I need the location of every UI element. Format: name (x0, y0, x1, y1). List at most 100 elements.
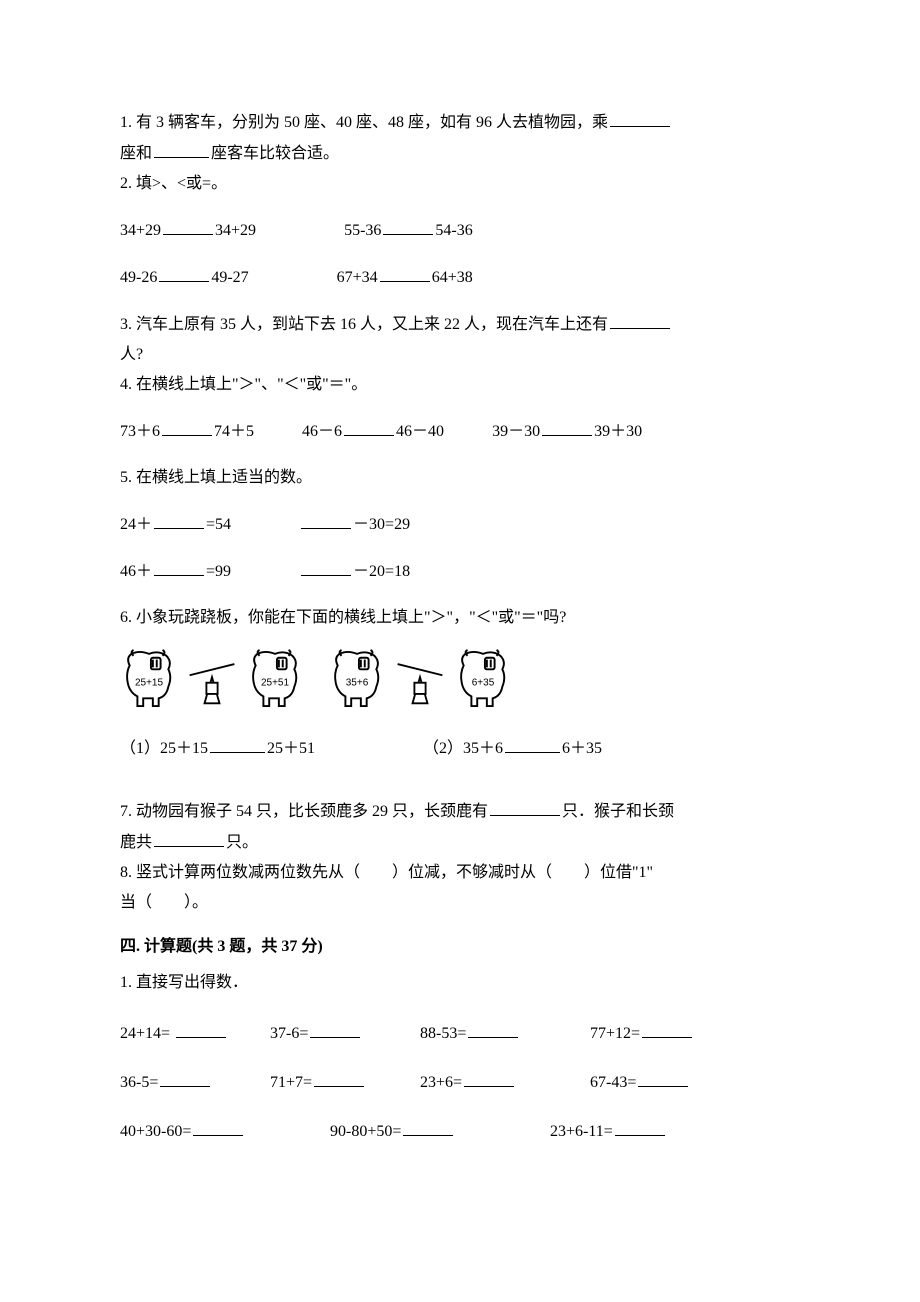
q3-line2: 人? (120, 343, 800, 367)
q1-line2: 座和 座客车比较合适。 (120, 141, 800, 166)
q6-p1-label: （1）25＋15 (120, 740, 208, 757)
q5-title: 5. 在横线上填上适当的数。 (120, 466, 800, 490)
q4-title: 4. 在横线上填上"＞"、"＜"或"＝"。 (120, 373, 800, 397)
q7-prefix: 7. 动物园有猴子 54 只，比长颈鹿多 29 只，长颈鹿有 (120, 803, 488, 820)
calc-r2a: 36-5= (120, 1071, 158, 1095)
elephant-3-expr: 35+6 (346, 675, 369, 690)
elephant-icon-4: 6+35 (454, 648, 512, 710)
calc-r1a: 24+14= (120, 1022, 170, 1046)
q2-row2: 49-2649-27 67+3464+38 (120, 265, 800, 290)
calc-r1a-blank[interactable] (176, 1021, 226, 1038)
q7-blank1[interactable] (490, 799, 560, 816)
q6-p2-label: （2）35＋6 (423, 740, 503, 757)
q1-mid: 座和 (120, 145, 152, 162)
q7-line2: 鹿共 只。 (120, 830, 800, 855)
calc-r2a-blank[interactable] (160, 1070, 210, 1087)
q6-p1-r: 25＋51 (267, 740, 315, 757)
q5-r2b-blank[interactable] (301, 559, 351, 576)
q5-r1a-r: =54 (206, 516, 231, 533)
q4-a-r: 74＋5 (214, 423, 254, 440)
calc-r2c: 23+6= (420, 1071, 462, 1095)
calc-row-1: 24+14= 37-6= 88-53= 77+12= (120, 1021, 800, 1046)
calc-r3a-blank[interactable] (193, 1119, 243, 1136)
q7: 7. 动物园有猴子 54 只，比长颈鹿多 29 只，长颈鹿有只．猴子和长颈 (120, 799, 800, 824)
q4-b-blank[interactable] (344, 419, 394, 436)
q2-r2a-l: 49-26 (120, 269, 157, 286)
seesaw-icon-1 (184, 648, 240, 710)
q5-r1a-blank[interactable] (154, 512, 204, 529)
q1-blank2[interactable] (154, 141, 209, 158)
calc-row-2: 36-5= 71+7= 23+6= 67-43= (120, 1070, 800, 1095)
calc-r3b-blank[interactable] (403, 1119, 453, 1136)
q4-a-l: 73＋6 (120, 423, 160, 440)
sec4-sub1: 1. 直接写出得数． (120, 971, 800, 995)
section4-title: 四. 计算题(共 3 题，共 37 分) (120, 935, 800, 959)
q4-a-blank[interactable] (162, 419, 212, 436)
q5-r2a-r: =99 (206, 563, 231, 580)
q8-line1: 8. 竖式计算两位数减两位数先从（ ）位减，不够减时从（ ）位借"1" (120, 861, 800, 885)
q2-r1b-blank[interactable] (383, 218, 433, 235)
calc-r1d: 77+12= (590, 1022, 640, 1046)
calc-r1b-blank[interactable] (310, 1021, 360, 1038)
q5-r1a-l: 24＋ (120, 516, 152, 533)
q1-blank1[interactable] (610, 110, 670, 127)
q3: 3. 汽车上原有 35 人，到站下去 16 人，又上来 22 人，现在汽车上还有 (120, 312, 800, 337)
seesaw-icon-2 (392, 648, 448, 710)
calc-r3c-blank[interactable] (615, 1119, 665, 1136)
calc-r1d-blank[interactable] (642, 1021, 692, 1038)
q2-r1a-r: 34+29 (215, 222, 256, 239)
q1-suffix: 座客车比较合适。 (211, 145, 339, 162)
q4-b-r: 46－40 (396, 423, 444, 440)
q4-c-r: 39＋30 (594, 423, 642, 440)
calc-r2b: 71+7= (270, 1071, 312, 1095)
calc-row-3: 40+30-60= 90-80+50= 23+6-11= (120, 1119, 800, 1144)
q6-p2-r: 6＋35 (562, 740, 602, 757)
elephant-2-expr: 25+51 (261, 675, 289, 690)
q4-row: 73＋674＋5 46－646－40 39－3039＋30 (120, 419, 800, 444)
elephant-icon-2: 25+51 (246, 648, 304, 710)
q2-title: 2. 填>、<或=。 (120, 172, 800, 196)
q2-r2a-r: 49-27 (211, 269, 248, 286)
calc-r2b-blank[interactable] (314, 1070, 364, 1087)
calc-r2d: 67-43= (590, 1071, 636, 1095)
q3-blank[interactable] (610, 312, 670, 329)
q5-row1: 24＋=54 －30=29 (120, 512, 800, 537)
q5-row2: 46＋ =99 －20=18 (120, 559, 800, 584)
calc-r1c: 88-53= (420, 1022, 466, 1046)
q3-prefix: 3. 汽车上原有 35 人，到站下去 16 人，又上来 22 人，现在汽车上还有 (120, 316, 608, 333)
q4-b-l: 46－6 (302, 423, 342, 440)
q7-line2-suffix: 只。 (226, 834, 258, 851)
elephant-4-expr: 6+35 (472, 675, 495, 690)
calc-r3b: 90-80+50= (330, 1120, 401, 1144)
calc-r1c-blank[interactable] (468, 1021, 518, 1038)
page: 1. 有 3 辆客车，分别为 50 座、40 座、48 座，如有 96 人去植物… (0, 0, 920, 1302)
q2-r1b-r: 54-36 (435, 222, 472, 239)
q2-r2b-l: 67+34 (337, 269, 378, 286)
q7-line2-prefix: 鹿共 (120, 834, 152, 851)
q8-line2: 当（ ）。 (120, 891, 800, 915)
calc-r3a: 40+30-60= (120, 1120, 191, 1144)
q5-r1b-blank[interactable] (301, 512, 351, 529)
q5-r2a-blank[interactable] (154, 559, 204, 576)
q2-r2a-blank[interactable] (159, 265, 209, 282)
q2-r1a-blank[interactable] (163, 218, 213, 235)
elephant-1-expr: 25+15 (135, 675, 163, 690)
calc-r2d-blank[interactable] (638, 1070, 688, 1087)
q2-r1a-l: 34+29 (120, 222, 161, 239)
calc-r3c: 23+6-11= (550, 1120, 613, 1144)
q2-r1b-l: 55-36 (344, 222, 381, 239)
q1: 1. 有 3 辆客车，分别为 50 座、40 座、48 座，如有 96 人去植物… (120, 110, 800, 135)
q5-r2b-r: －20=18 (353, 563, 410, 580)
q4-c-blank[interactable] (542, 419, 592, 436)
calc-r2c-blank[interactable] (464, 1070, 514, 1087)
q1-prefix: 1. 有 3 辆客车，分别为 50 座、40 座、48 座，如有 96 人去植物… (120, 114, 608, 131)
calc-r1b: 37-6= (270, 1022, 308, 1046)
q6-p1-blank[interactable] (210, 736, 265, 753)
q6-p2-blank[interactable] (505, 736, 560, 753)
q5-r2a-l: 46＋ (120, 563, 152, 580)
q2-row1: 34+29 34+29 55-36 54-36 (120, 218, 800, 243)
elephant-icon-3: 35+6 (328, 648, 386, 710)
q7-blank2[interactable] (154, 830, 224, 847)
q2-r2b-blank[interactable] (380, 265, 430, 282)
elephant-illustration: 25+15 25+51 (120, 648, 800, 710)
